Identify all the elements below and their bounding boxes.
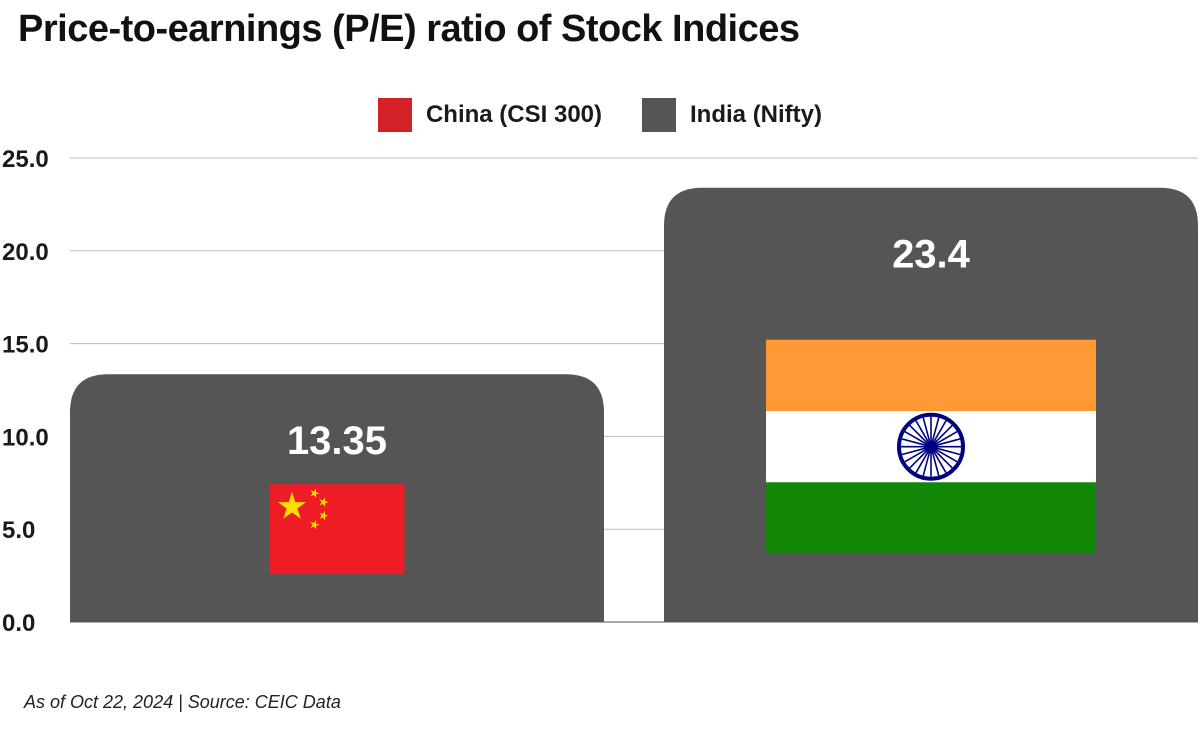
flag-star-small: [319, 511, 329, 521]
india-flag-icon: [766, 339, 1096, 554]
source-note: As of Oct 22, 2024 | Source: CEIC Data: [24, 692, 341, 712]
y-tick-label: 10.0: [2, 424, 49, 451]
legend-label-china: China (CSI 300): [425, 101, 603, 128]
flag-star-large: [277, 491, 307, 519]
legend-swatch-china: [377, 98, 412, 132]
legend-item-india: India (Nifty): [642, 98, 822, 132]
flag-field: [269, 484, 405, 575]
china-flag-icon: [269, 484, 405, 575]
data-label: 13.35: [287, 419, 387, 463]
legend-item-china: China (CSI 300): [377, 98, 603, 132]
y-tick-label: 20.0: [2, 239, 49, 266]
chart-title: Price-to-earnings (P/E) ratio of Stock I…: [18, 8, 800, 50]
legend-label-india: India (Nifty): [690, 101, 823, 128]
legend-swatch-india: [642, 98, 677, 132]
y-tick-label: 5.0: [2, 517, 35, 544]
flag-star-small: [319, 497, 329, 507]
y-tick-label: 0.0: [2, 610, 35, 637]
y-tick-label: 25.0: [2, 146, 49, 173]
flag-star-small: [310, 488, 320, 498]
chakra-hub: [925, 440, 937, 453]
ashoka-chakra: [897, 412, 965, 481]
y-tick-label: 15.0: [2, 332, 49, 359]
flag-band-saffron: [766, 339, 1096, 412]
flag-star-small: [310, 520, 320, 530]
legend: China (CSI 300) India (Nifty): [0, 98, 1200, 132]
flag-band-green: [766, 482, 1096, 554]
data-label: 23.4: [892, 233, 971, 277]
